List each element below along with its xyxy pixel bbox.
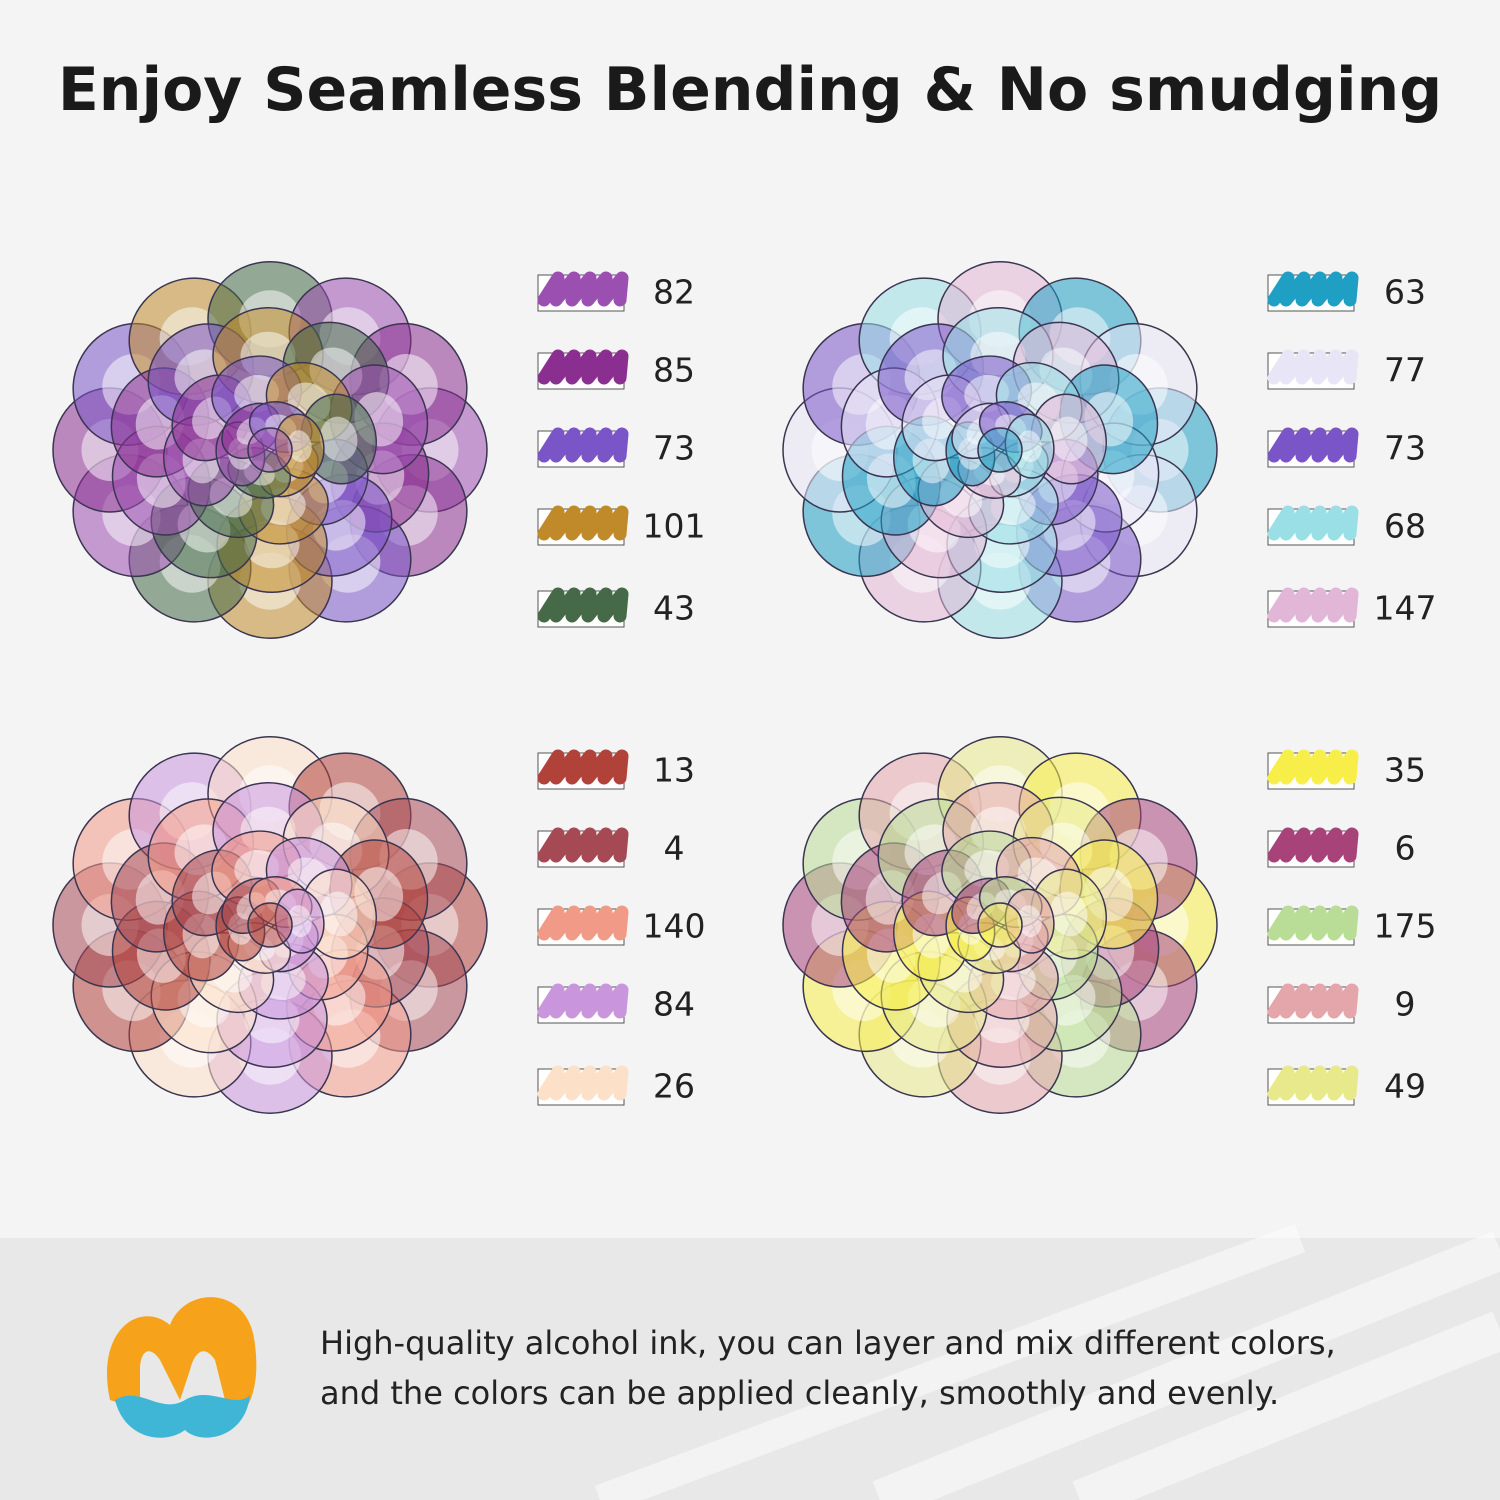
color-code: 147 — [1374, 589, 1437, 628]
color-scribble — [537, 983, 629, 1019]
color-code: 73 — [653, 429, 695, 468]
succulent — [782, 736, 1218, 1114]
color-code: 175 — [1374, 907, 1437, 946]
color-scribble — [1267, 271, 1359, 307]
color-code: 77 — [1384, 351, 1426, 390]
color-code: 26 — [653, 1067, 695, 1106]
color-code: 101 — [643, 507, 706, 546]
color-scribble — [1267, 427, 1359, 463]
logo — [107, 1297, 257, 1438]
petal — [247, 427, 293, 473]
marker-pattern — [594, 1223, 1500, 1500]
color-scribble — [1267, 827, 1359, 863]
panels: 82 85 73 101 43 63 77 73 68 147 13 4 140 84 26 35 6 175 9 4… — [52, 261, 1437, 1114]
color-scribble — [1267, 749, 1359, 785]
color-scribble — [1267, 983, 1359, 1019]
petal-highlight — [1049, 416, 1088, 462]
description-line: and the colors can be applied cleanly, s… — [320, 1374, 1279, 1412]
panel: 35 6 175 9 49 — [782, 736, 1437, 1114]
petal-highlight — [287, 430, 312, 463]
color-scribble — [1267, 505, 1359, 541]
color-scribble — [537, 827, 629, 863]
petal-highlight — [319, 891, 358, 937]
petal — [977, 427, 1023, 473]
panel: 63 77 73 68 147 — [782, 261, 1437, 639]
petal-highlight — [319, 416, 358, 462]
color-code: 13 — [653, 751, 695, 790]
description-line: High-quality alcohol ink, you can layer … — [320, 1324, 1336, 1362]
color-code: 82 — [653, 273, 695, 312]
petal-highlight — [1049, 891, 1088, 937]
petal — [247, 902, 293, 948]
color-scribble — [537, 1065, 629, 1101]
color-scribble — [1267, 349, 1359, 385]
color-code: 43 — [653, 589, 695, 628]
footer-banner: High-quality alcohol ink, you can layer … — [0, 1223, 1500, 1500]
color-scribble — [1267, 587, 1359, 623]
color-code: 68 — [1384, 507, 1426, 546]
logo-m — [107, 1297, 257, 1420]
panel: 82 85 73 101 43 — [52, 261, 706, 639]
color-scribble — [1267, 1065, 1359, 1101]
title: Enjoy Seamless Blending & No smudging — [58, 55, 1442, 125]
petal-highlight — [1017, 430, 1042, 463]
color-code: 73 — [1384, 429, 1426, 468]
color-scribble — [537, 749, 629, 785]
color-scribble — [537, 587, 629, 623]
petal-highlight — [1017, 905, 1042, 938]
color-code: 35 — [1384, 751, 1426, 790]
succulent — [52, 261, 488, 639]
succulent — [52, 736, 488, 1114]
color-scribble — [537, 271, 629, 307]
color-code: 140 — [643, 907, 706, 946]
marker-shape — [1072, 1311, 1500, 1500]
color-code: 85 — [653, 351, 695, 390]
color-scribble — [1267, 905, 1359, 941]
color-scribble — [537, 905, 629, 941]
panel: 13 4 140 84 26 — [52, 736, 706, 1114]
color-code: 4 — [664, 829, 685, 868]
color-code: 63 — [1384, 273, 1426, 312]
succulent — [782, 261, 1218, 639]
petal-highlight — [287, 905, 312, 938]
color-code: 49 — [1384, 1067, 1426, 1106]
color-code: 9 — [1395, 985, 1416, 1024]
color-scribble — [537, 505, 629, 541]
marker-shape — [594, 1223, 1306, 1500]
color-code: 6 — [1395, 829, 1416, 868]
petal — [977, 902, 1023, 948]
logo-wave — [115, 1395, 250, 1438]
color-code: 84 — [653, 985, 695, 1024]
color-scribble — [537, 427, 629, 463]
marker-shape — [872, 1231, 1500, 1500]
color-scribble — [537, 349, 629, 385]
